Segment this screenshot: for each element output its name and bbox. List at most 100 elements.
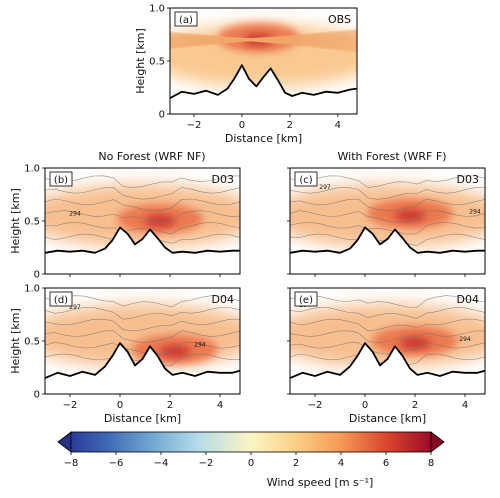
scan-ray-left [170,37,250,42]
isentrope-line [290,330,485,343]
panel-label-box [49,171,73,187]
panel-label: (d) [54,295,68,306]
isentrope-line [45,341,240,355]
jet-core-max [399,336,431,350]
terrain-line [45,342,240,379]
isentrope-line [290,307,485,319]
y-tick-label: 0 [159,110,165,121]
panel-label: (a) [179,15,193,26]
isentrope-line [45,318,240,332]
terrain-line [290,226,485,254]
isentrope-line [290,175,485,188]
x-tick-label: 2 [412,400,418,411]
contour-label: 294 [194,341,206,348]
scan-ray-left [170,38,250,50]
panel-tag: D03 [212,173,234,186]
colorbar-tick-label: 8 [428,458,434,469]
colorbar-tick-label: 6 [383,458,389,469]
colorbar-ticks: −8 −6 −4 −2 0 2 4 6 8 [64,452,434,469]
panels: (a) OBS −2 0 2 4 0 0.5 1.0 Distance [km] Height [k… [9,4,486,425]
y-axis-label: Height [km] [134,28,147,94]
jet-core-max [159,345,191,358]
isentrope-line [45,330,240,343]
scan-ray-left [170,38,250,43]
scan-ray-left [170,38,250,48]
isentrope-line [290,187,485,200]
y-tick-label: 0 [34,270,40,281]
panel-label: (e) [299,295,313,306]
colorbar-label: Wind speed [m s⁻¹] [267,476,374,489]
scan-ray-right [249,30,357,42]
panel-tag: D04 [212,293,234,306]
x-tick-label: 2 [287,120,293,131]
panel-tag: D03 [457,173,479,186]
panel-label-box [49,291,73,307]
scan-ray-left [170,36,250,42]
y-tick-label: 0.5 [24,337,40,348]
wind-field: 297 294 [45,288,240,394]
contour-label: 294 [469,209,481,216]
colorbar-right-arrow [430,431,445,453]
x-tick-label: −2 [308,400,323,411]
panel-tag: D04 [457,293,479,306]
scan-ray-right [248,38,357,51]
terrain-ground [290,343,485,394]
wind-field: 297 294 [290,168,485,274]
panel-label: (c) [299,175,312,186]
x-axis-label: Distance [km] [349,412,426,425]
panel-d: 297 294 (d) D04 −2 0 2 4 0 0.5 1.0 Distance [km] Hei… [9,284,241,425]
y-tick-label: 0 [34,390,40,401]
col-title-left: No Forest (WRF NF) [98,150,205,163]
y-tick-label: 1.0 [24,284,40,295]
x-tick-label: 2 [167,400,173,411]
x-tick-label: −2 [187,120,202,131]
contour-label: 297 [69,304,81,311]
colorbar-tick-label: −2 [199,458,214,469]
terrain-line [170,64,357,99]
y-tick-label: 1.0 [24,164,40,175]
terrain-ground [290,227,485,274]
scan-ray-right [249,38,357,49]
terrain-ground [45,227,240,274]
scan-ray-left [170,35,250,42]
colorbar-tick-label: 4 [338,458,344,469]
scan-ray-right [249,36,357,42]
terrain-line [45,226,240,254]
panel-tag: OBS [328,13,351,26]
colorbar-tick-label: −8 [64,458,79,469]
isentrope-line [45,221,240,235]
panel-c: 297 294 (c) D03 [287,167,486,277]
jet-core-max [243,33,274,47]
x-tick-label: 0 [239,120,245,131]
isentrope-line [45,175,240,188]
x-axis-label: Distance [km] [225,132,302,145]
colorbar: −8 −6 −4 −2 0 2 4 6 8 Wind speed [m s⁻¹] [57,431,445,489]
terrain-ground [170,65,357,114]
scan-ray-right [249,38,357,43]
y-axis-label: Height [km] [9,188,22,254]
panel-label-box [294,291,318,307]
jet-core-max [144,214,176,228]
colorbar-left-arrow [57,431,72,453]
isentrope-line [45,295,240,308]
panel-label-box [294,171,318,187]
contour-label: 294 [459,336,471,343]
isentrope-line [290,295,485,308]
y-tick-label: 1.0 [149,4,165,15]
scan-ray-left [170,38,250,46]
wind-field [170,8,357,114]
isentrope-line [45,198,240,212]
contour-label: 297 [319,184,331,191]
colorbar-tick-label: −6 [109,458,124,469]
colorbar-bar [70,431,432,453]
isentrope-line [290,342,485,355]
scan-ray-left [170,38,250,45]
isentrope-line [45,187,240,200]
colorbar-tick-label: −4 [154,458,169,469]
x-axis-label: Distance [km] [104,412,181,425]
scan-ray-left [170,38,250,44]
wind-field: 294 [45,168,240,274]
x-tick-label: 0 [362,400,368,411]
